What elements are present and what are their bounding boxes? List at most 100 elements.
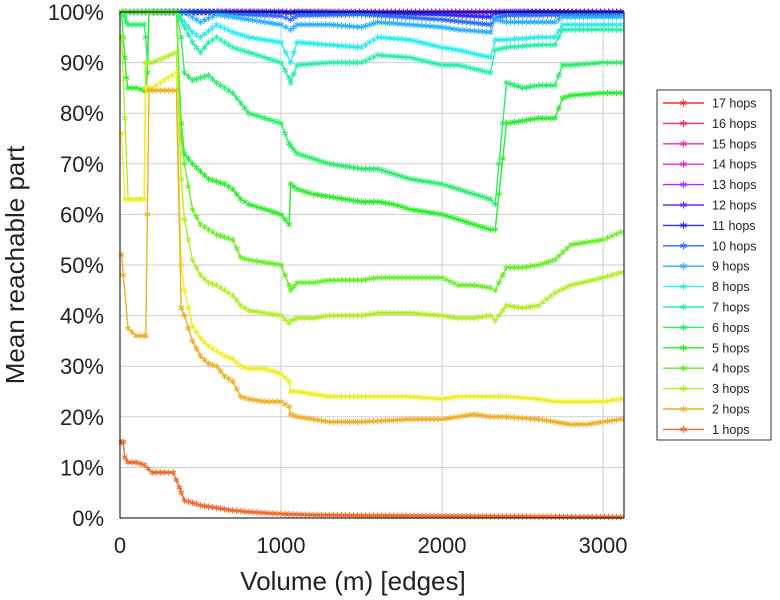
- data-point: [290, 183, 297, 190]
- data-point: [201, 44, 208, 51]
- data-point: [487, 13, 494, 21]
- data-point: [161, 77, 168, 84]
- data-point: [555, 34, 562, 41]
- data-point: [277, 12, 285, 20]
- data-point: [287, 79, 294, 87]
- data-point: [178, 304, 185, 312]
- data-point: [229, 185, 236, 193]
- data-point: [181, 23, 188, 31]
- data-point: [157, 79, 164, 87]
- y-tick-label: 30%: [60, 354, 104, 379]
- data-point: [410, 55, 417, 62]
- data-point: [366, 21, 373, 28]
- data-point: [221, 84, 228, 92]
- legend-label: 15 hops: [712, 137, 756, 151]
- data-point: [282, 216, 289, 223]
- data-point: [185, 325, 192, 332]
- data-point: [290, 23, 297, 31]
- data-point: [487, 69, 494, 76]
- data-point: [406, 54, 413, 61]
- data-point: [294, 185, 301, 193]
- data-point: [492, 201, 499, 208]
- data-point: [378, 166, 385, 174]
- data-point: [181, 287, 188, 294]
- data-point: [173, 476, 180, 484]
- data-point: [282, 400, 289, 408]
- data-point: [197, 168, 204, 175]
- data-point: [189, 77, 196, 84]
- data-point: [253, 51, 260, 59]
- data-point: [265, 116, 272, 123]
- series-group: [118, 8, 624, 521]
- legend-label: 4 hops: [712, 362, 750, 376]
- data-point: [233, 45, 240, 52]
- data-point: [487, 196, 494, 203]
- legend-label: 7 hops: [712, 301, 750, 315]
- data-point: [197, 18, 204, 26]
- data-point: [209, 345, 216, 352]
- data-point: [492, 46, 499, 54]
- data-point: [492, 287, 499, 294]
- data-point: [225, 41, 232, 49]
- data-point: [233, 245, 240, 252]
- data-point: [370, 53, 377, 61]
- data-point: [265, 207, 272, 214]
- data-point: [467, 49, 474, 56]
- data-point: [185, 304, 192, 312]
- data-point: [298, 151, 305, 159]
- data-point: [237, 31, 244, 38]
- series-7-hops: [118, 8, 624, 87]
- data-point: [492, 16, 499, 23]
- data-point: [499, 45, 506, 52]
- data-point: [121, 13, 128, 21]
- legend-label: 14 hops: [712, 158, 756, 172]
- data-point: [133, 84, 140, 92]
- data-point: [225, 183, 232, 190]
- data-point: [165, 74, 172, 81]
- data-point: [555, 72, 562, 79]
- data-point: [201, 223, 208, 231]
- data-point: [277, 21, 285, 28]
- data-point: [467, 189, 474, 197]
- data-point: [306, 154, 313, 161]
- data-point: [414, 56, 421, 63]
- data-point: [511, 82, 518, 89]
- data-point: [290, 49, 297, 56]
- data-point: [201, 30, 208, 38]
- data-point: [374, 165, 381, 173]
- data-point: [370, 36, 377, 44]
- data-point: [471, 65, 478, 73]
- data-point: [193, 75, 200, 83]
- series-1-hops: [118, 87, 624, 428]
- data-point: [418, 39, 425, 46]
- data-point: [322, 159, 329, 166]
- data-point: [451, 184, 458, 192]
- data-point: [217, 23, 224, 30]
- y-tick-label: 70%: [60, 152, 104, 177]
- data-point: [217, 284, 224, 291]
- y-tick-label: 100%: [48, 0, 104, 25]
- data-point: [229, 89, 236, 97]
- data-point: [282, 14, 289, 22]
- data-point: [430, 60, 438, 67]
- x-tick-labels: 0 1000 2000 3000: [114, 533, 628, 558]
- data-point: [121, 115, 128, 122]
- data-point: [209, 75, 216, 83]
- data-point: [120, 271, 127, 279]
- data-point: [617, 59, 624, 66]
- y-tick-label: 0%: [72, 506, 104, 531]
- data-point: [233, 30, 240, 37]
- data-point: [225, 375, 232, 383]
- data-point: [394, 171, 401, 179]
- data-point: [479, 52, 486, 59]
- data-point: [261, 54, 268, 61]
- data-point: [495, 279, 502, 286]
- data-point: [213, 347, 220, 355]
- data-point: [487, 29, 494, 36]
- x-axis-label: Volume (m) [edges]: [240, 566, 465, 596]
- data-point: [221, 287, 228, 294]
- data-point: [386, 169, 393, 176]
- data-point: [257, 53, 264, 60]
- y-tick-label: 60%: [60, 202, 104, 227]
- data-point: [178, 34, 185, 41]
